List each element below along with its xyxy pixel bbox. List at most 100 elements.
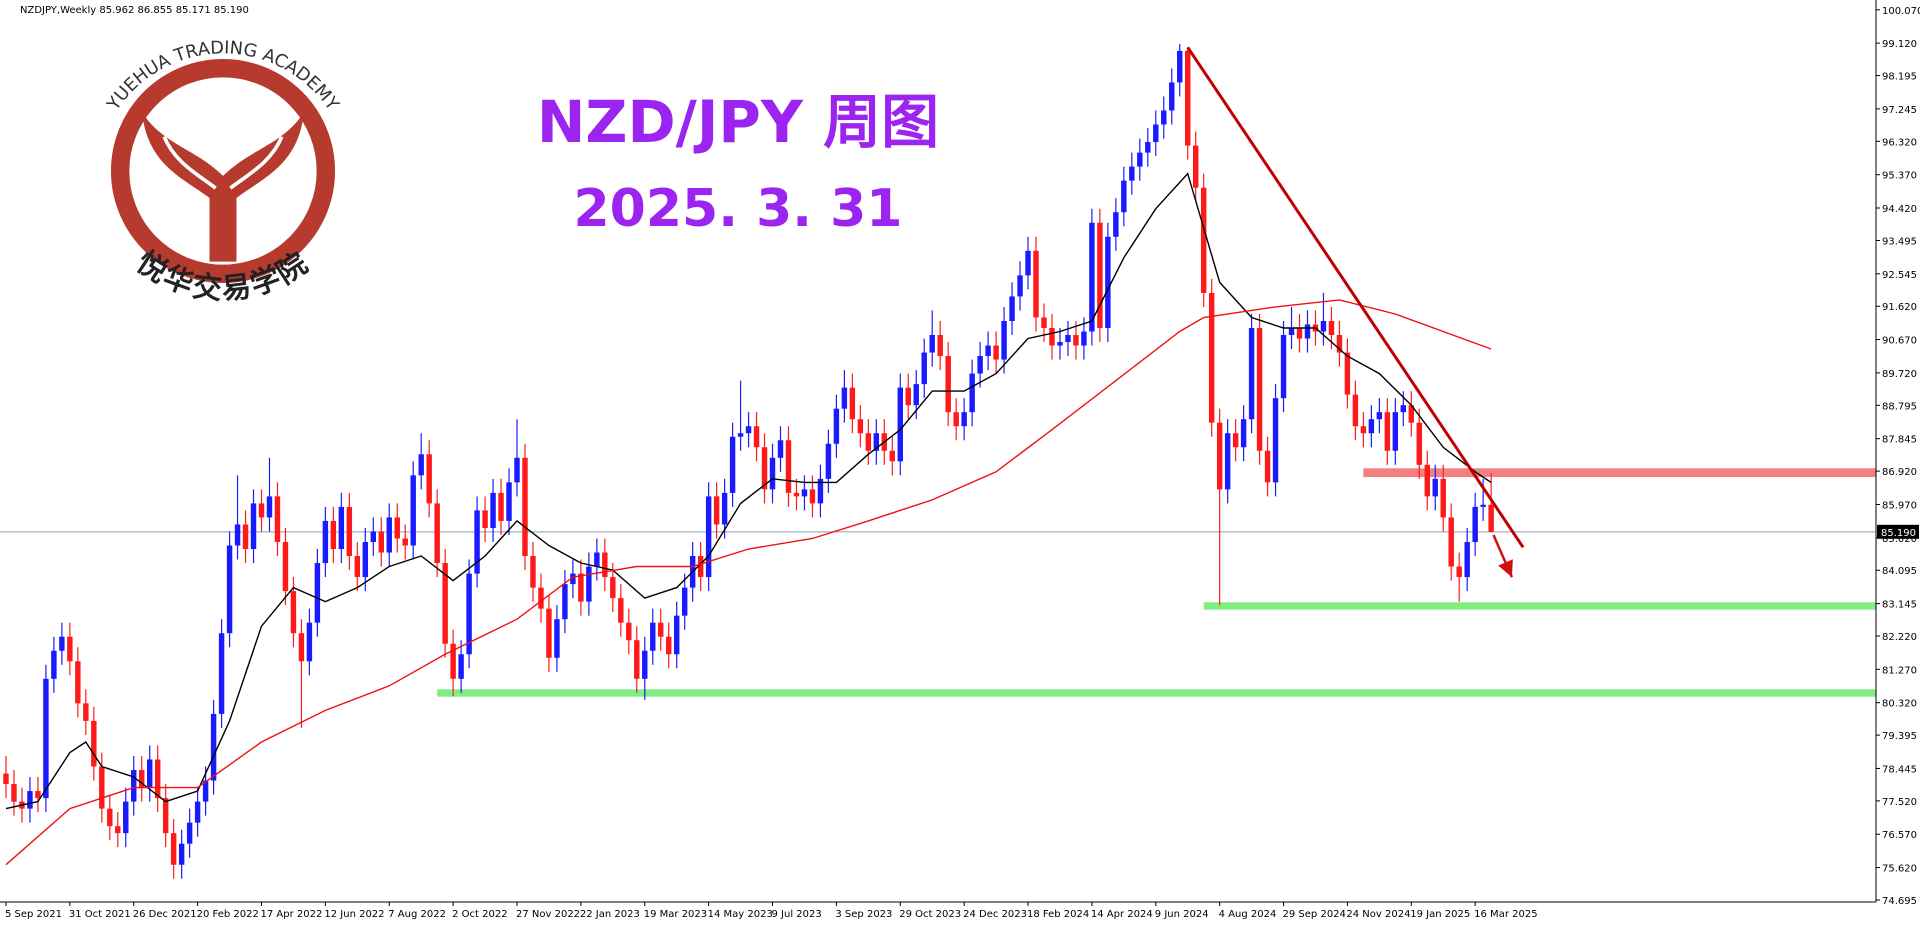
x-tick-label: 19 Mar 2023 xyxy=(644,909,707,920)
y-tick-label: 100.070 xyxy=(1882,6,1920,17)
y-tick-label: 96.320 xyxy=(1882,137,1917,148)
candle-body xyxy=(514,457,520,483)
candle-body xyxy=(290,591,297,634)
candle-body xyxy=(713,496,720,525)
candle-body xyxy=(1089,222,1095,332)
x-tick-label: 14 Apr 2024 xyxy=(1091,909,1153,920)
candle-body xyxy=(338,506,345,550)
x-tick-label: 27 Nov 2022 xyxy=(516,909,580,920)
candle-body xyxy=(1065,335,1071,343)
candle-body xyxy=(554,619,560,658)
candle-body xyxy=(450,643,456,679)
candle-body xyxy=(266,496,273,518)
x-tick-label: 24 Nov 2024 xyxy=(1346,909,1410,920)
candle-body xyxy=(27,791,33,809)
logo-ring xyxy=(110,58,336,284)
candle-body xyxy=(362,541,369,578)
candle-body xyxy=(330,520,337,550)
candle-body xyxy=(234,524,241,546)
candle-body xyxy=(83,703,89,721)
candle-body xyxy=(921,352,927,385)
annotation-title: NZD/JPY 周图 xyxy=(537,88,939,156)
y-tick-label: 74.695 xyxy=(1882,896,1917,907)
candle-body xyxy=(43,678,49,799)
arrow-head xyxy=(1498,559,1513,578)
candle-body xyxy=(242,524,249,550)
candle-body xyxy=(11,784,17,802)
candle-body xyxy=(1280,335,1287,399)
x-tick-label: 3 Sep 2023 xyxy=(835,909,892,920)
candle-body xyxy=(1480,504,1486,507)
chart-header: NZDJPY,Weekly 85.962 86.855 85.171 85.19… xyxy=(20,5,249,16)
candle-body xyxy=(370,531,376,542)
candle-body xyxy=(378,531,384,553)
candle-body xyxy=(969,373,975,413)
candle-body xyxy=(1017,275,1023,297)
candle-body xyxy=(354,556,361,578)
candle-body xyxy=(346,506,353,557)
candle-body xyxy=(1216,422,1223,490)
candle-body xyxy=(1208,292,1215,423)
y-tick-label: 99.120 xyxy=(1882,39,1917,50)
candle-body xyxy=(1376,412,1383,420)
candle-body xyxy=(961,412,967,427)
candle-body xyxy=(937,335,943,357)
candle-body xyxy=(162,798,169,834)
candle-body xyxy=(154,759,161,799)
candle-body xyxy=(945,356,951,413)
x-tick-label: 31 Oct 2021 xyxy=(69,909,131,920)
candle-body xyxy=(258,503,265,518)
y-tick-label: 97.245 xyxy=(1882,105,1917,116)
level-zone xyxy=(1203,602,1876,610)
candle-body xyxy=(761,447,768,490)
candle-body xyxy=(785,440,792,493)
candle-body xyxy=(394,517,400,539)
candle-body xyxy=(777,440,784,458)
candle-body xyxy=(1424,464,1430,497)
candle-body xyxy=(729,436,736,493)
candle-body xyxy=(993,345,999,360)
x-tick-label: 16 Mar 2025 xyxy=(1474,909,1537,920)
candle-body xyxy=(897,387,903,462)
x-tick-label: 5 Sep 2021 xyxy=(5,909,62,920)
candle-body xyxy=(1472,506,1478,542)
y-tick-label: 98.195 xyxy=(1882,72,1917,83)
candle-body xyxy=(522,457,528,557)
logo-mark-detail xyxy=(162,135,284,190)
candle-body xyxy=(849,387,856,420)
x-tick-label: 9 Jun 2024 xyxy=(1155,909,1209,920)
candle-body xyxy=(602,552,608,578)
candle-body xyxy=(99,766,105,809)
candle-body xyxy=(697,556,704,578)
y-tick-label: 76.570 xyxy=(1882,830,1917,841)
candle-body xyxy=(123,801,129,834)
candle-body xyxy=(1304,324,1311,339)
candle-body xyxy=(59,636,65,651)
y-tick-label: 89.720 xyxy=(1882,369,1917,380)
candle-body xyxy=(178,843,185,865)
candle-body xyxy=(578,573,584,602)
candle-body xyxy=(1057,342,1063,346)
candle-body xyxy=(1232,433,1239,448)
candle-body xyxy=(506,482,512,521)
candle-body xyxy=(1448,517,1454,567)
candle-body xyxy=(1121,180,1127,213)
candle-body xyxy=(1153,124,1159,143)
candle-body xyxy=(186,822,193,844)
candle-body xyxy=(673,615,680,655)
x-tick-label: 29 Sep 2024 xyxy=(1283,909,1346,920)
candle-body xyxy=(458,654,464,679)
candle-body xyxy=(825,443,832,479)
y-tick-label: 95.370 xyxy=(1882,171,1917,182)
candle-body xyxy=(386,517,392,553)
candle-body xyxy=(801,489,808,497)
y-tick-label: 82.220 xyxy=(1882,632,1917,643)
x-tick-label: 14 May 2023 xyxy=(708,909,773,920)
y-tick-label: 79.395 xyxy=(1882,731,1917,742)
candle-body xyxy=(1256,327,1263,451)
candle-body xyxy=(1248,327,1255,420)
y-tick-label: 93.495 xyxy=(1882,236,1917,247)
candle-body xyxy=(745,426,752,434)
candle-body xyxy=(170,833,177,865)
